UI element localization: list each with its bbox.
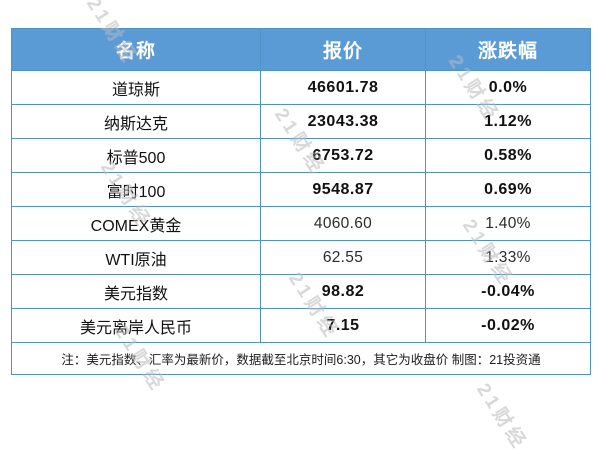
table-body: 道琼斯 46601.78 0.0% 纳斯达克 23043.38 1.12% 标普500 675… [11,70,591,343]
change-cell: -0.04% [425,274,591,309]
change-cell: 1.12% [425,104,591,139]
change-cell: 1.33% [425,240,591,275]
name-cell: 富时100 [11,172,261,207]
price-cell: 46601.78 [260,70,426,105]
table-header-row: 名称 报价 涨跌幅 [11,28,591,71]
price-cell: 98.82 [260,274,426,309]
change-cell: 0.58% [425,138,591,173]
change-cell: -0.02% [425,308,591,343]
table-row: COMEX黄金 4060.60 1.40% [11,206,591,241]
table-row: 美元离岸人民币 7.15 -0.02% [11,308,591,343]
name-cell: COMEX黄金 [11,206,261,241]
footnote-row: 注：美元指数、汇率为最新价，数据截至北京时间6:30，其它为收盘价 制图：21投… [11,342,591,375]
price-cell: 23043.38 [260,104,426,139]
table-row: 纳斯达克 23043.38 1.12% [11,104,591,139]
table-row: 道琼斯 46601.78 0.0% [11,70,591,105]
name-cell: 美元指数 [11,274,261,309]
table-row: 标普500 6753.72 0.58% [11,138,591,173]
change-cell: 0.69% [425,172,591,207]
column-header-name: 名称 [11,28,261,71]
name-cell: 道琼斯 [11,70,261,105]
price-cell: 7.15 [260,308,426,343]
column-header-change: 涨跌幅 [425,28,591,71]
price-cell: 9548.87 [260,172,426,207]
chart-canvas: 名称 报价 涨跌幅 道琼斯 46601.78 0.0% 纳斯达克 23043.38 1.1… [11,0,591,454]
name-cell: 标普500 [11,138,261,173]
table-row: WTI原油 62.55 1.33% [11,240,591,275]
change-cell: 1.40% [425,206,591,241]
name-cell: 美元离岸人民币 [11,308,261,343]
change-cell: 0.0% [425,70,591,105]
market-table-container: 名称 报价 涨跌幅 道琼斯 46601.78 0.0% 纳斯达克 23043.38 1.1… [11,28,591,375]
price-cell: 6753.72 [260,138,426,173]
table-row: 富时100 9548.87 0.69% [11,172,591,207]
name-cell: WTI原油 [11,240,261,275]
column-header-price: 报价 [260,28,426,71]
market-table: 名称 报价 涨跌幅 道琼斯 46601.78 0.0% 纳斯达克 23043.38 1.1… [11,28,591,375]
name-cell: 纳斯达克 [11,104,261,139]
price-cell: 62.55 [260,240,426,275]
watermark-text: 21财经 [472,379,531,455]
table-row: 美元指数 98.82 -0.04% [11,274,591,309]
footnote: 注：美元指数、汇率为最新价，数据截至北京时间6:30，其它为收盘价 制图：21投… [11,342,591,375]
price-cell: 4060.60 [260,206,426,241]
